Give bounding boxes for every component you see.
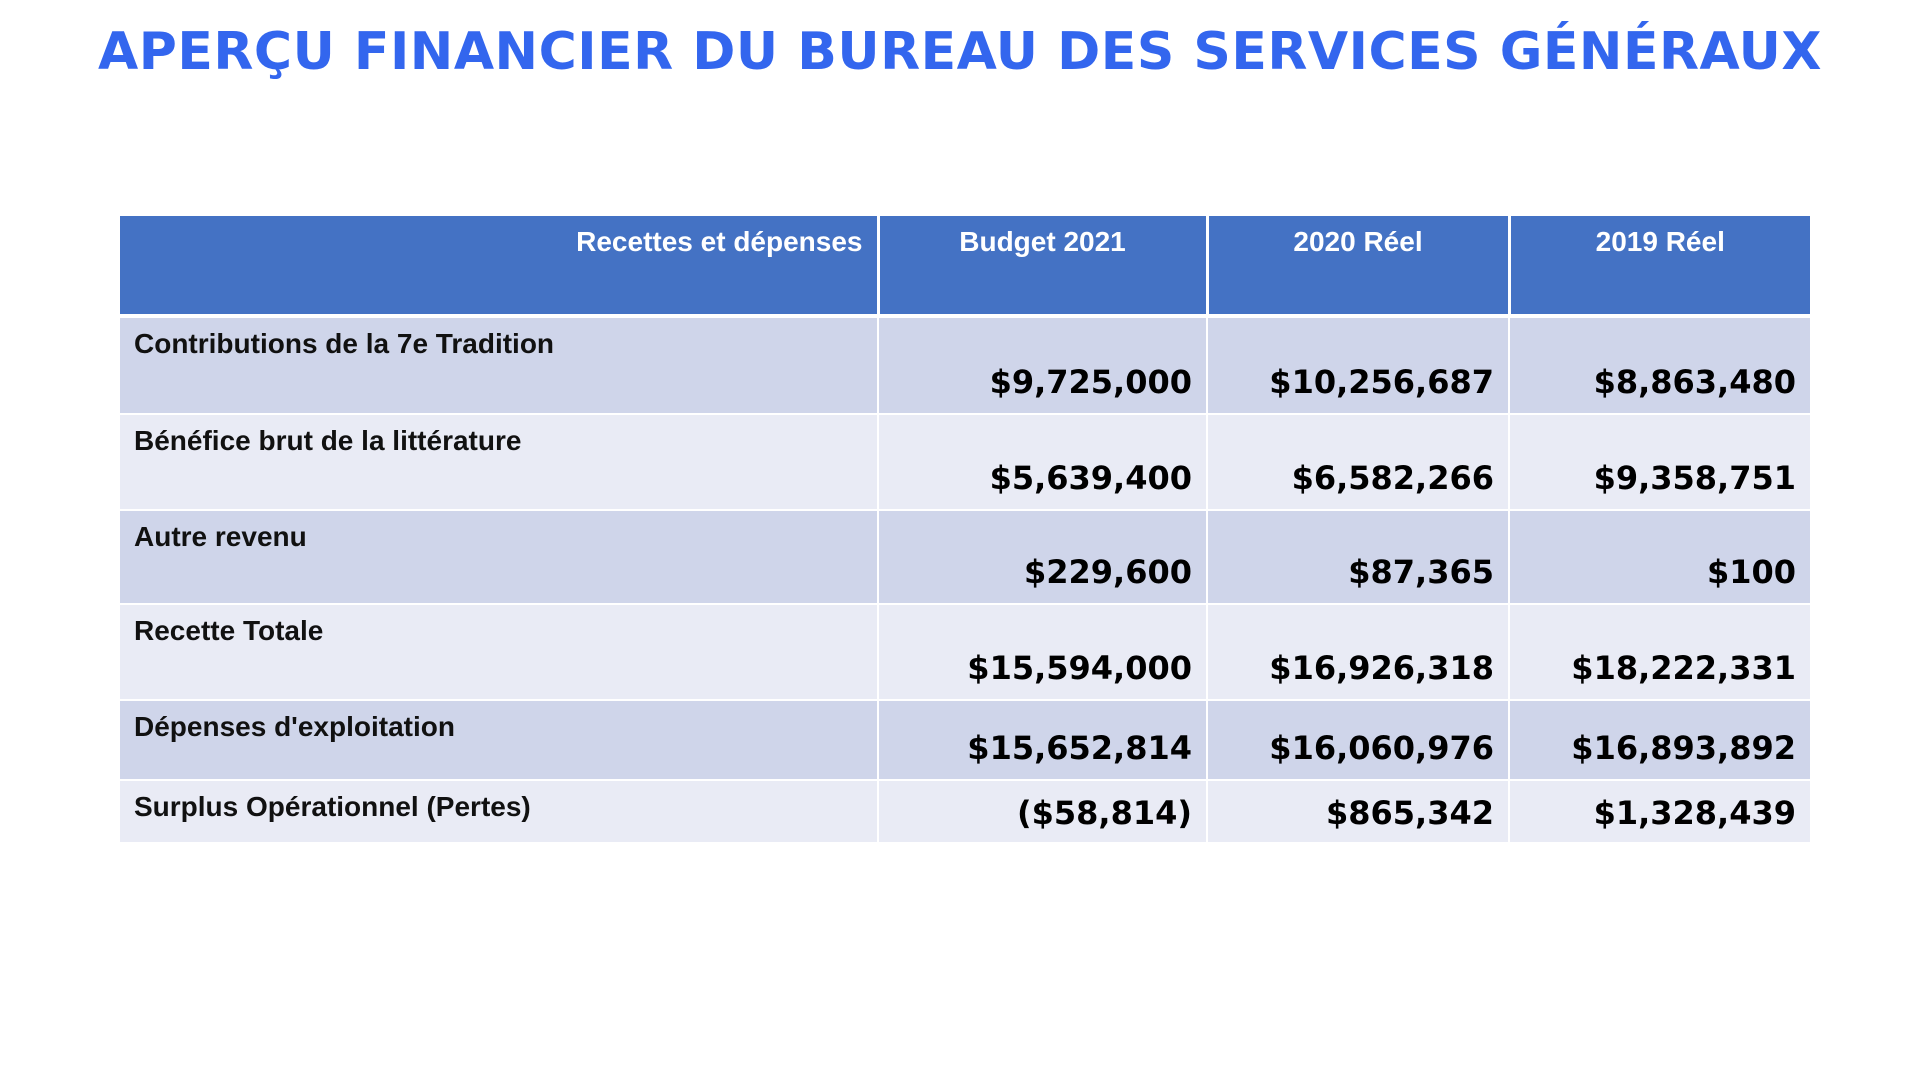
cell-budget-2021: $5,639,400 [877, 413, 1207, 510]
header-2020-actual: 2020 Réel [1205, 216, 1509, 318]
header-revenues-expenses: Recettes et dépenses [120, 216, 878, 318]
cell-2020-actual: $16,060,976 [1206, 699, 1509, 780]
table-row: Bénéfice brut de la littérature $5,639,4… [120, 413, 1810, 510]
cell-2020-actual: $10,256,687 [1206, 315, 1509, 414]
cell-budget-2021: ($58,814) [877, 779, 1207, 842]
cell-2019-actual: $1,328,439 [1508, 779, 1810, 842]
header-2019-actual: 2019 Réel [1507, 216, 1810, 318]
cell-2019-actual: $9,358,751 [1508, 413, 1810, 510]
cell-2019-actual: $100 [1508, 509, 1810, 604]
row-label: Bénéfice brut de la littérature [120, 413, 878, 510]
row-label: Recette Totale [120, 603, 878, 700]
table-row: Surplus Opérationnel (Pertes) ($58,814) … [120, 779, 1810, 842]
financial-table: Recettes et dépenses Budget 2021 2020 Ré… [120, 216, 1810, 842]
cell-budget-2021: $15,652,814 [877, 699, 1207, 780]
table-row: Dépenses d'exploitation $15,652,814 $16,… [120, 699, 1810, 780]
cell-budget-2021: $229,600 [877, 509, 1207, 604]
table-row: Contributions de la 7e Tradition $9,725,… [120, 315, 1810, 414]
table-header-row: Recettes et dépenses Budget 2021 2020 Ré… [120, 216, 1810, 318]
table-row: Autre revenu $229,600 $87,365 $100 [120, 509, 1810, 604]
cell-2020-actual: $865,342 [1206, 779, 1509, 842]
cell-2020-actual: $87,365 [1206, 509, 1509, 604]
cell-budget-2021: $9,725,000 [877, 315, 1207, 414]
cell-2019-actual: $18,222,331 [1508, 603, 1810, 700]
row-label: Autre revenu [120, 509, 878, 604]
row-label: Surplus Opérationnel (Pertes) [120, 779, 878, 842]
cell-budget-2021: $15,594,000 [877, 603, 1207, 700]
cell-2020-actual: $6,582,266 [1206, 413, 1509, 510]
cell-2019-actual: $16,893,892 [1508, 699, 1810, 780]
row-label: Contributions de la 7e Tradition [120, 315, 878, 414]
cell-2020-actual: $16,926,318 [1206, 603, 1509, 700]
cell-2019-actual: $8,863,480 [1508, 315, 1810, 414]
page-title: APERÇU FINANCIER DU BUREAU DES SERVICES … [98, 22, 1822, 82]
header-budget-2021: Budget 2021 [876, 216, 1207, 318]
table-row: Recette Totale $15,594,000 $16,926,318 $… [120, 603, 1810, 700]
row-label: Dépenses d'exploitation [120, 699, 878, 780]
